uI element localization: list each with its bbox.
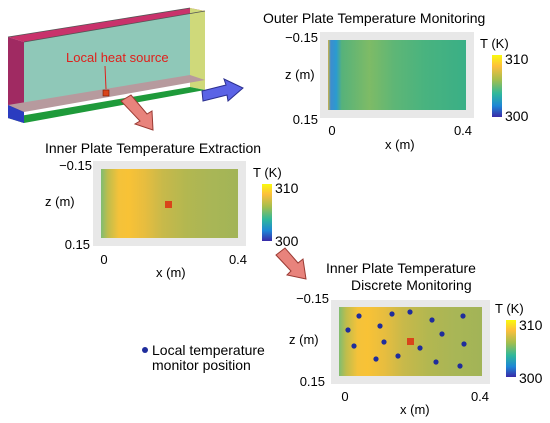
monitor-point [345,327,351,333]
inner-heat-source-marker [165,201,172,208]
box-back-face [24,11,205,108]
heat-source-marker [102,89,110,97]
outer-colorbar [492,55,502,117]
box-right-face [190,8,205,90]
arrow-to-discrete [275,247,307,280]
inner-x-tick-1: 0.4 [229,252,247,267]
discrete-colorbar [506,320,516,377]
inner-colorbar [262,184,272,241]
monitor-point [433,359,439,365]
monitor-points [345,309,467,369]
inner-colorbar-min: 300 [275,233,299,249]
monitor-legend-line2: monitor position [152,357,251,373]
monitor-point [460,313,466,319]
monitor-point [351,343,357,349]
monitor-legend-marker [142,347,148,353]
discrete-colorbar-max: 310 [519,317,543,333]
inner-x-label: x (m) [156,265,186,280]
discrete-heat-source-marker [407,338,414,345]
monitor-point [439,331,445,337]
outer-plate-panel: Outer Plate Temperature Monitoring −0.15… [263,10,529,152]
monitor-point [461,341,467,347]
outer-z-label: z (m) [285,67,315,82]
discrete-x-label: x (m) [400,402,430,417]
discrete-x-tick-1: 0.4 [471,389,489,404]
monitor-legend: Local temperature monitor position [142,342,265,373]
discrete-monitoring-panel: Inner Plate Temperature Discrete Monitor… [289,260,543,417]
outer-colorbar-max: 310 [505,51,529,67]
outer-colorbar-label: T (K) [480,36,509,51]
outer-x-label: x (m) [385,137,415,152]
heat-source-label: Local heat source [66,50,169,65]
discrete-z-tick-top: −0.15 [296,291,329,306]
arrow-to-outer [201,78,244,102]
discrete-x-tick-0: 0 [341,389,348,404]
inner-z-tick-top: −0.15 [59,158,92,173]
box-top-face [8,8,205,42]
box-left-face [8,37,24,123]
outer-temperature-map [328,40,466,110]
discrete-z-label: z (m) [289,332,319,347]
outer-colorbar-min: 300 [505,108,529,124]
outer-z-tick-bottom: 0.15 [293,112,318,127]
outer-x-tick-0: 0 [328,123,335,138]
box-left-bottom-corner [8,105,24,123]
inner-plate-panel: Inner Plate Temperature Extraction −0.15… [45,140,299,280]
outer-z-tick-top: −0.15 [285,30,318,45]
enclosure-3d-box: Local heat source [7,7,206,123]
arrow-to-inner [120,94,154,131]
inner-z-tick-bottom: 0.15 [65,237,90,252]
inner-title: Inner Plate Temperature Extraction [45,140,261,156]
monitor-point [417,345,423,351]
monitor-point [407,309,413,315]
box-front-bottom-edge [8,87,205,123]
heat-source-leader [104,65,107,90]
monitor-point [373,356,379,362]
monitor-point [356,313,362,319]
monitor-point [377,323,383,329]
discrete-z-tick-bottom: 0.15 [300,374,325,389]
discrete-title-line1: Inner Plate Temperature [326,260,476,276]
discrete-colorbar-label: T (K) [495,301,524,316]
outer-x-tick-1: 0.4 [454,123,472,138]
monitor-point [381,339,387,345]
monitor-legend-line1: Local temperature [152,342,265,358]
inner-colorbar-label: T (K) [253,165,282,180]
discrete-title-line2: Discrete Monitoring [351,277,472,293]
monitor-point [429,317,435,323]
monitor-point [389,311,395,317]
monitor-point [395,353,401,359]
outer-title: Outer Plate Temperature Monitoring [263,10,485,26]
discrete-colorbar-min: 300 [519,370,543,386]
inner-x-tick-0: 0 [100,252,107,267]
inner-colorbar-max: 310 [275,180,299,196]
monitor-point [457,363,463,369]
inner-z-label: z (m) [45,194,75,209]
